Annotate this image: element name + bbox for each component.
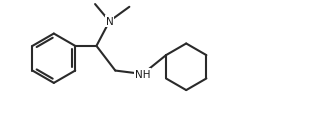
Text: N: N <box>106 17 113 27</box>
Text: NH: NH <box>135 69 150 79</box>
